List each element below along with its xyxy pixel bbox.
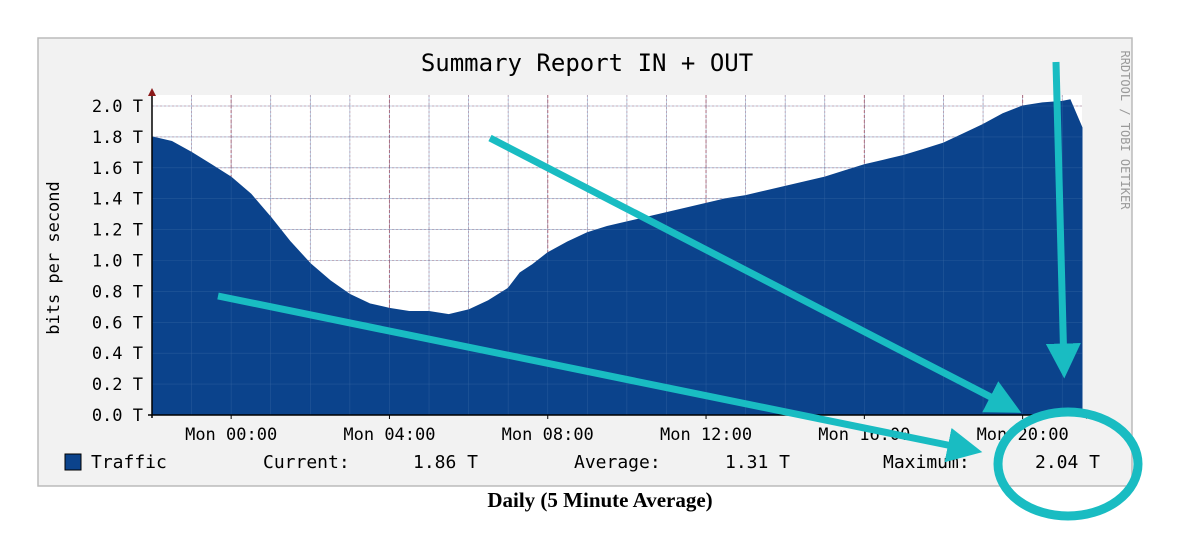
rrdtool-credit: RRDTOOL / TOBI OETIKER: [1118, 51, 1132, 211]
x-tick-label: Mon 12:00: [660, 425, 752, 445]
legend-average-value: 1.31 T: [725, 452, 790, 473]
legend-maximum-value: 2.04 T: [1035, 452, 1100, 473]
y-tick-label: 0.8 T: [92, 282, 143, 302]
y-tick-label: 1.2 T: [92, 221, 143, 241]
legend-maximum-label: Maximum:: [883, 452, 970, 473]
y-axis-label: bits per second: [44, 181, 64, 335]
graph-caption: Daily (5 Minute Average): [487, 488, 713, 512]
legend-current-label: Current:: [263, 452, 350, 473]
x-tick-labels: Mon 00:00 Mon 04:00 Mon 08:00 Mon 12:00 Mon …: [185, 425, 1069, 445]
x-tick-label: Mon 08:00: [502, 425, 594, 445]
annotation-layer: [217, 61, 1143, 521]
y-tick-labels: 0.0 T 0.2 T 0.4 T 0.6 T 0.8 T 1.0 T 1.2 T 1.4 T…: [92, 97, 143, 426]
annotation-circle-maximum: [993, 407, 1143, 521]
y-tick-label: 1.8 T: [92, 128, 143, 148]
y-tick-label: 0.6 T: [92, 313, 143, 333]
y-axis-arrow: [148, 88, 156, 96]
y-tick-label: 0.4 T: [92, 344, 143, 364]
y-tick-label: 1.6 T: [92, 159, 143, 179]
y-tick-label: 0.0 T: [92, 406, 143, 426]
x-tick-label: Mon 00:00: [185, 425, 277, 445]
x-tick-label: Mon 04:00: [343, 425, 435, 445]
legend-swatch: [64, 453, 82, 471]
y-tick-label: 1.0 T: [92, 252, 143, 272]
legend-average-label: Average:: [574, 452, 661, 473]
legend-series-name: Traffic: [91, 452, 167, 473]
y-tick-label: 2.0 T: [92, 97, 143, 117]
y-tick-label: 0.2 T: [92, 375, 143, 395]
annotation-arrow-top: [1045, 61, 1081, 379]
x-tick-label: Mon 20:00: [977, 425, 1069, 445]
annotation-arrow-diagonal: [488, 134, 1022, 413]
legend-current-value: 1.86 T: [413, 452, 478, 473]
chart-title: Summary Report IN + OUT: [421, 49, 753, 77]
y-tick-label: 1.4 T: [92, 190, 143, 210]
annotation-arrow-lower: [217, 292, 983, 463]
